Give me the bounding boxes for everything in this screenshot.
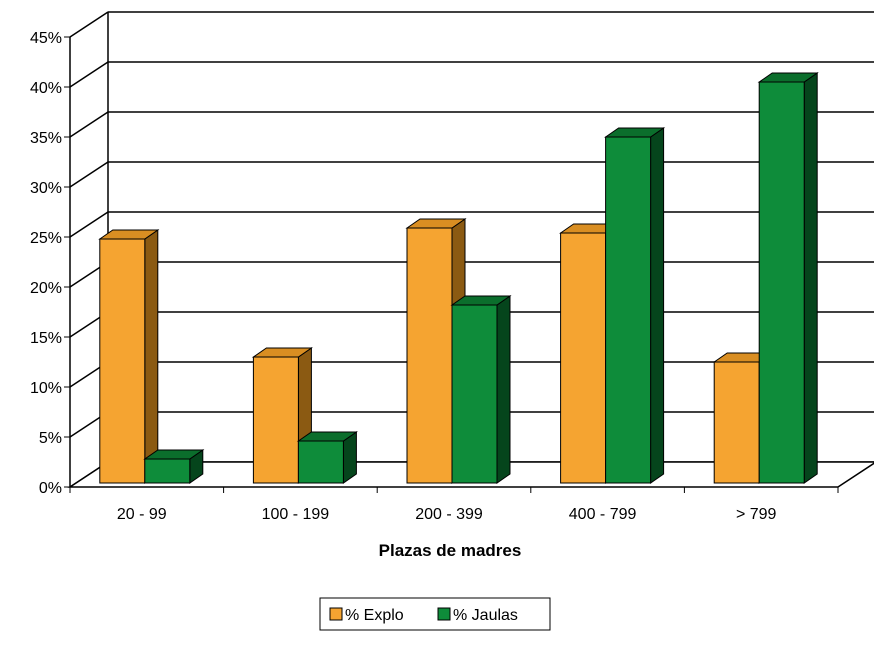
x-tick-label: > 799	[736, 506, 777, 523]
x-tick-label: 100 - 199	[262, 506, 330, 523]
x-tick-label: 200 - 399	[415, 506, 483, 523]
bar-top	[405, 218, 467, 229]
y-tick-label: 5%	[39, 430, 62, 447]
legend-box	[319, 597, 551, 631]
y-tick-label: 25%	[30, 230, 62, 247]
side-gridline	[69, 211, 109, 238]
bar	[603, 127, 666, 484]
legend-swatch	[437, 607, 451, 621]
side-gridline	[69, 161, 109, 188]
bar-front	[560, 232, 607, 484]
legend-swatch	[329, 607, 343, 621]
bar-top	[98, 229, 160, 240]
y-tick-label: 20%	[30, 280, 62, 297]
bar-side	[144, 229, 159, 484]
y-tick-label: 40%	[30, 80, 62, 97]
y-tick-label: 0%	[39, 480, 62, 497]
bar-side	[803, 72, 818, 484]
y-axis-ticks: 0% 5% 10% 15% 20% 25% 30% 35% 40% 45%	[30, 30, 70, 497]
x-tick-label: 400 - 799	[569, 506, 637, 523]
bar-side	[496, 295, 511, 484]
y-tick-label: 15%	[30, 330, 62, 347]
side-gridline	[69, 111, 109, 138]
legend-label: % Jaulas	[453, 607, 518, 624]
legend: % Explo % Jaulas	[319, 597, 551, 631]
bar-front	[99, 238, 146, 484]
bar-front	[252, 356, 299, 484]
legend-label: % Explo	[345, 607, 404, 624]
bar-top	[603, 127, 666, 138]
bar-front	[406, 227, 453, 484]
bar-top	[757, 72, 819, 83]
bar	[143, 449, 205, 484]
y-tick-label: 30%	[30, 180, 62, 197]
bar	[98, 229, 160, 484]
side-gridline	[69, 11, 109, 38]
y-tick-label: 35%	[30, 130, 62, 147]
bar-top	[143, 449, 205, 460]
x-axis-ticks: 20 - 99 100 - 199 200 - 399 400 - 799 > 799	[69, 487, 839, 523]
bar-front	[605, 136, 652, 484]
bar-top	[296, 431, 359, 442]
bar-top	[251, 347, 314, 358]
legend-item: % Explo	[329, 607, 404, 624]
bar-front	[144, 458, 191, 484]
x-tick-label: 20 - 99	[117, 506, 167, 523]
bar-top	[450, 295, 512, 306]
bars-layer	[98, 72, 819, 484]
x-axis-title: Plazas de madres	[379, 541, 522, 560]
y-tick-label: 45%	[30, 30, 62, 47]
bar	[757, 72, 819, 484]
bar-front	[713, 361, 760, 484]
bar-front	[451, 304, 498, 484]
legend-item: % Jaulas	[437, 607, 518, 624]
y-tick-label: 10%	[30, 380, 62, 397]
bar	[450, 295, 512, 484]
bar-front	[297, 440, 344, 484]
side-gridline	[69, 61, 109, 88]
bar-front	[758, 81, 805, 484]
bar	[296, 431, 359, 484]
bar-side	[650, 127, 665, 484]
